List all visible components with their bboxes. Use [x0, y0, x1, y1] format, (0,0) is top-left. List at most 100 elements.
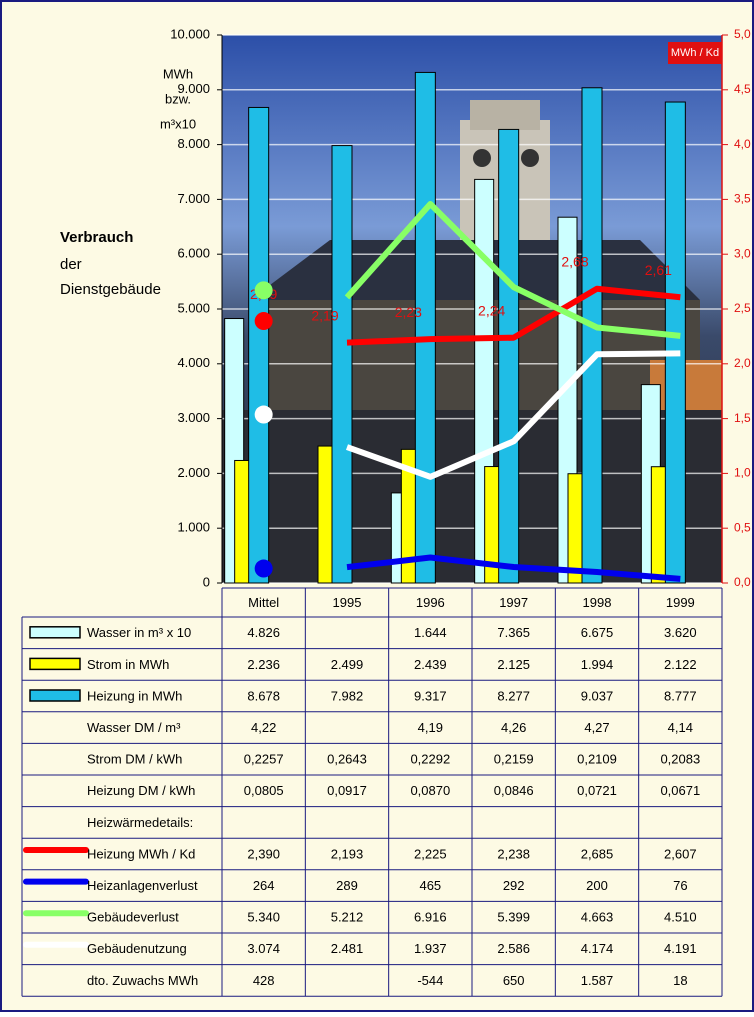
table-cell: 289 — [336, 878, 358, 893]
table-header: 1995 — [333, 595, 362, 610]
line — [346, 285, 681, 346]
bar — [664, 101, 686, 584]
y-tick-label: 7.000 — [177, 191, 210, 206]
table-cell: 650 — [503, 973, 525, 988]
y2-tick-label: 2,5 — [734, 301, 751, 315]
table-cell: 3.074 — [247, 941, 280, 956]
table-cell: 0,0671 — [660, 783, 700, 798]
data-label: 2,19 — [311, 307, 338, 323]
y-tick-label: 4.000 — [177, 355, 210, 370]
table-row-label: Heizung in MWh — [87, 688, 182, 703]
table-cell: 2,607 — [664, 846, 697, 861]
y2-tick-label: 4,0 — [734, 137, 751, 151]
table-row-label: Heizung DM / kWh — [87, 783, 195, 798]
y-tick-label: 0 — [203, 574, 210, 589]
y-tick-label: 2.000 — [177, 465, 210, 480]
table-cell: 2.236 — [247, 657, 280, 672]
table-cell: -544 — [417, 973, 443, 988]
bar — [498, 128, 520, 584]
legend-swatch — [29, 626, 81, 639]
table-cell: 4.510 — [664, 910, 697, 925]
table-cell: 0,0721 — [577, 783, 617, 798]
table-row-label: Strom DM / kWh — [87, 752, 182, 767]
bar — [317, 445, 334, 584]
table-row-label: Strom in MWh — [87, 657, 169, 672]
y2-tick-label: 3,0 — [734, 246, 751, 260]
bar — [567, 473, 584, 584]
table-cell: 4,14 — [668, 720, 693, 735]
y-axis-label: m³x10 — [160, 116, 196, 131]
table-row-label: Heizung MWh / Kd — [87, 846, 195, 861]
table-cell: 0,0917 — [327, 783, 367, 798]
table-cell: 2,225 — [414, 846, 447, 861]
chart: Verbrauch der Dienstgebäude MWh bzw. m³x… — [60, 42, 722, 298]
bar — [414, 71, 436, 584]
line — [345, 350, 681, 480]
table-cell: 2,685 — [581, 846, 614, 861]
table-cell: 2.125 — [497, 657, 530, 672]
table-cell: 2.439 — [414, 657, 447, 672]
table-row-label: Heizanlagenverlust — [87, 878, 198, 893]
bar — [248, 106, 270, 584]
table-row-label: Wasser in m³ x 10 — [87, 625, 191, 640]
table-cell: 0,2292 — [410, 752, 450, 767]
table-cell: 1.937 — [414, 941, 447, 956]
data-label: 2,23 — [395, 304, 422, 320]
point — [254, 405, 273, 424]
table-cell: 2.586 — [497, 941, 530, 956]
table-cell: 2.481 — [331, 941, 364, 956]
table-cell: 4.826 — [247, 625, 280, 640]
table-cell: 4.174 — [581, 941, 614, 956]
table-cell: 9.037 — [581, 688, 614, 703]
table-cell: 2,390 — [247, 846, 280, 861]
table-cell: 4.663 — [581, 910, 614, 925]
table-row-label: Gebäudeverlust — [87, 910, 179, 925]
table-header: 1997 — [499, 595, 528, 610]
bar — [581, 87, 603, 584]
y-axis-label: bzw. — [165, 91, 191, 106]
y2-tick-label: 1,0 — [734, 466, 751, 480]
table-header: 1996 — [416, 595, 445, 610]
table-cell: 0,2643 — [327, 752, 367, 767]
data-label: 2,61 — [645, 262, 672, 278]
table-cell: 3.620 — [664, 625, 697, 640]
y-tick-label: 1.000 — [177, 520, 210, 535]
table-cell: 2.499 — [331, 657, 364, 672]
table-cell: 0,0805 — [244, 783, 284, 798]
table-cell: 2,193 — [331, 846, 364, 861]
y-tick-label: 9.000 — [177, 81, 210, 96]
data-label: 2,24 — [478, 302, 505, 318]
table-cell: 2.122 — [664, 657, 697, 672]
chart-subtitle: Dienstgebäude — [60, 281, 161, 298]
table-cell: 428 — [253, 973, 275, 988]
table-cell: 2,238 — [497, 846, 530, 861]
table-row-label: dto. Zuwachs MWh — [87, 973, 198, 988]
y2-tick-label: 5,0 — [734, 27, 751, 41]
table-cell: 4,27 — [584, 720, 609, 735]
table-cell: 0,2109 — [577, 752, 617, 767]
table-cell: 465 — [419, 878, 441, 893]
table-cell: 0,0846 — [494, 783, 534, 798]
y2-tick-label: 0,5 — [734, 520, 751, 534]
y2-tick-label: 1,5 — [734, 411, 751, 425]
table-cell: 7.982 — [331, 688, 364, 703]
table-header: 1999 — [666, 595, 695, 610]
table-cell: 7.365 — [497, 625, 530, 640]
bar — [331, 145, 353, 584]
y-tick-label: 5.000 — [177, 300, 210, 315]
table-cell: 9.317 — [414, 688, 447, 703]
table-cell: 8.777 — [664, 688, 697, 703]
table-cell: 264 — [253, 878, 275, 893]
table-cell: 5.340 — [247, 910, 280, 925]
y2-tick-label: 4,5 — [734, 82, 751, 96]
table-cell: 292 — [503, 878, 525, 893]
table-cell: 6.916 — [414, 910, 447, 925]
y-tick-label: 8.000 — [177, 136, 210, 151]
y2-tick-label: 3,5 — [734, 192, 751, 206]
y-axis-label: MWh — [163, 66, 193, 81]
table-cell: 0,2257 — [244, 752, 284, 767]
y2-tick-label: 0,0 — [734, 575, 751, 589]
table-cell: 0,2083 — [660, 752, 700, 767]
table-row-label: Gebäudenutzung — [87, 941, 187, 956]
